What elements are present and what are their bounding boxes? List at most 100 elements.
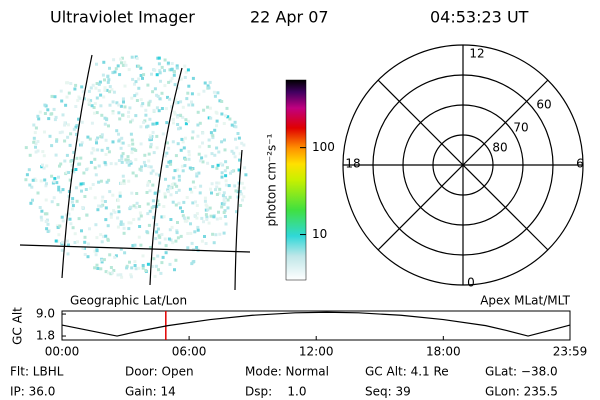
pixel (142, 73, 146, 77)
pixel (69, 159, 73, 163)
pixel (151, 122, 155, 126)
pixel (67, 212, 71, 216)
pixel (138, 205, 142, 208)
pixel (58, 164, 61, 168)
pixel (57, 188, 61, 192)
pixel (205, 217, 209, 221)
pixel (119, 181, 123, 185)
pixel (141, 264, 145, 267)
pixel (87, 89, 91, 93)
pixel (119, 146, 123, 150)
pixel (68, 178, 72, 182)
pixel (210, 152, 214, 156)
pixel (154, 264, 158, 268)
pixel (98, 80, 102, 84)
pixel (144, 113, 148, 117)
pixel (95, 62, 98, 66)
pixel (176, 221, 179, 224)
pixel (195, 174, 199, 178)
pixel (163, 69, 166, 73)
pixel (124, 158, 128, 162)
pixel (84, 188, 88, 191)
pixel (172, 110, 176, 114)
pixel (222, 196, 226, 200)
pixel (216, 163, 220, 167)
pixel (79, 143, 83, 147)
pixel (73, 241, 77, 244)
pixel (34, 126, 38, 130)
pixel (109, 162, 113, 166)
pixel (206, 208, 210, 212)
pixel (139, 66, 143, 70)
pixel (72, 127, 76, 131)
pixel (119, 273, 123, 277)
pixel (102, 95, 106, 99)
info-field: GC Alt: 4.1 Re (365, 365, 449, 379)
left-label: Geographic Lat/Lon (70, 294, 187, 308)
pixel (232, 151, 236, 155)
pixel (197, 171, 201, 175)
pixel (55, 181, 59, 185)
pixel (195, 172, 199, 176)
pixel (120, 160, 124, 164)
pixel (135, 92, 139, 96)
pixel (157, 189, 161, 193)
pixel (215, 193, 219, 196)
pixel (163, 84, 167, 88)
pixel (121, 141, 125, 145)
pixel (106, 80, 110, 84)
pixel (47, 117, 51, 121)
pixel (68, 217, 72, 221)
pixel (119, 104, 123, 108)
pixel (224, 183, 228, 187)
pixel (96, 148, 100, 152)
pixel (155, 93, 159, 97)
pixel (57, 185, 61, 189)
pixel (177, 188, 181, 192)
pixel (237, 136, 241, 140)
pixel (218, 99, 222, 103)
pixel (182, 146, 186, 150)
pixel (220, 171, 224, 175)
pixel (100, 133, 104, 137)
pixel (91, 183, 95, 186)
pixel (137, 77, 141, 81)
pixel (120, 61, 123, 65)
pixel (89, 86, 93, 90)
pixel (157, 109, 161, 113)
info-field: Seq: 39 (365, 385, 411, 399)
pixel (64, 103, 68, 107)
pixel (176, 101, 180, 105)
pixel (215, 166, 219, 170)
pixel (168, 186, 172, 190)
pixel (123, 84, 127, 88)
pixel (163, 58, 167, 62)
pixel (130, 191, 134, 195)
pixel (173, 169, 177, 173)
pixel (225, 166, 229, 170)
pixel (123, 251, 127, 255)
pixel (129, 120, 133, 124)
pixel (139, 214, 143, 218)
pixel (54, 153, 58, 157)
pixel (164, 244, 168, 248)
pixel (202, 89, 206, 93)
pixel (167, 160, 171, 164)
pixel (223, 201, 227, 205)
pixel (104, 270, 108, 274)
pixel (160, 215, 164, 219)
pixel (111, 111, 115, 115)
pixel (37, 117, 41, 121)
pixel (183, 64, 187, 68)
pixel (217, 150, 221, 154)
pixel (167, 184, 171, 188)
pixel (148, 209, 152, 213)
pixel (149, 138, 153, 141)
pixel (95, 249, 99, 253)
pixel (227, 184, 231, 188)
pixel (134, 267, 138, 271)
pixel (120, 56, 124, 60)
pixel (213, 128, 217, 132)
pixel (152, 205, 156, 208)
pixel (187, 157, 191, 161)
